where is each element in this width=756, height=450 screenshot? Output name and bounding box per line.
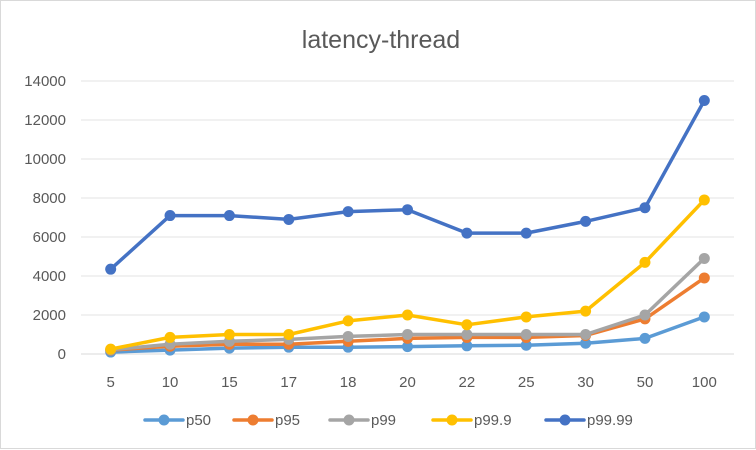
legend-item-p95: p95	[232, 412, 300, 429]
y-tick-label: 6000	[33, 229, 66, 246]
y-tick-label: 12000	[24, 112, 66, 129]
legend-item-p99.9: p99.9	[431, 412, 512, 429]
data-point-p99.99	[461, 227, 473, 239]
legend-swatch-marker	[158, 414, 170, 426]
x-tick-label: 17	[280, 374, 297, 391]
x-tick-layer: 5 10 15 17 18 20 22 25 30 50 100	[107, 374, 717, 391]
series-p99.9	[105, 194, 710, 355]
x-tick-label: 18	[340, 374, 357, 391]
data-point-p99.9	[461, 319, 473, 331]
legend-swatch-marker	[446, 414, 458, 426]
data-point-p99.9	[105, 343, 117, 355]
data-point-p50	[520, 339, 532, 351]
y-tick-label: 10000	[24, 151, 66, 168]
x-tick-label: 10	[162, 374, 179, 391]
chart-title: latency-thread	[302, 26, 460, 54]
data-point-p99.9	[639, 256, 651, 268]
data-point-p99.99	[164, 210, 176, 222]
data-point-p50	[461, 340, 473, 352]
data-point-p99.9	[520, 311, 532, 323]
grid-layer: 0 2000 4000 6000 8000 10000 12000 14000	[24, 73, 734, 363]
legend-item-p50: p50	[143, 412, 211, 429]
series-layer	[105, 95, 710, 358]
data-point-p99.99	[580, 215, 592, 227]
legend-label: p99.9	[474, 412, 512, 429]
data-point-p50	[580, 337, 592, 349]
data-point-p99.99	[223, 210, 235, 222]
legend-item-p99: p99	[328, 412, 396, 429]
data-point-p99	[402, 329, 413, 340]
legend-label: p95	[275, 412, 300, 429]
data-point-p50	[639, 332, 651, 344]
x-tick-label: 25	[518, 374, 535, 391]
x-tick-label: 50	[637, 374, 654, 391]
data-point-p99	[342, 330, 354, 342]
data-point-p99.9	[223, 329, 235, 340]
y-tick-label: 8000	[33, 190, 66, 207]
x-tick-label: 100	[692, 374, 717, 391]
y-tick-label: 0	[58, 346, 66, 363]
y-tick-label: 14000	[24, 73, 66, 90]
legend-label: p50	[186, 412, 211, 429]
x-tick-label: 20	[399, 374, 416, 391]
data-point-p99.99	[402, 204, 413, 216]
data-point-p99	[580, 329, 592, 340]
data-point-p99	[639, 309, 651, 321]
data-point-p95	[698, 272, 710, 284]
data-point-p99.9	[698, 194, 710, 206]
y-tick-label: 4000	[33, 268, 66, 285]
data-point-p99.9	[164, 331, 176, 343]
data-point-p99.99	[283, 213, 295, 225]
series-line-p99.99	[108, 98, 707, 271]
data-point-p99.99	[105, 263, 117, 275]
data-point-p99.99	[698, 95, 710, 106]
data-point-p99.99	[639, 202, 651, 214]
data-point-p99.9	[580, 305, 592, 317]
y-tick-label: 2000	[33, 307, 66, 324]
legend: p50 p95 p99 p99.9 p99.99	[143, 412, 633, 429]
data-point-p50	[698, 311, 710, 323]
data-point-p99.99	[342, 206, 354, 218]
legend-swatch-marker	[247, 414, 259, 426]
data-point-p99	[461, 329, 473, 340]
legend-swatch-marker	[343, 414, 355, 426]
legend-label: p99	[371, 412, 396, 429]
data-point-p99.9	[402, 309, 413, 321]
data-point-p99.9	[283, 329, 295, 340]
data-point-p99.9	[342, 315, 354, 327]
legend-item-p99.99: p99.99	[544, 412, 633, 429]
x-tick-label: 22	[459, 374, 476, 391]
data-point-p50	[402, 341, 413, 353]
x-tick-label: 15	[221, 374, 238, 391]
legend-label: p99.99	[587, 412, 633, 429]
x-tick-label: 5	[107, 374, 115, 391]
series-p99.99	[105, 95, 710, 275]
legend-swatch-marker	[559, 414, 571, 426]
x-tick-label: 30	[577, 374, 594, 391]
data-point-p99.99	[520, 227, 532, 239]
data-point-p99	[698, 252, 710, 264]
data-point-p99	[520, 329, 532, 340]
